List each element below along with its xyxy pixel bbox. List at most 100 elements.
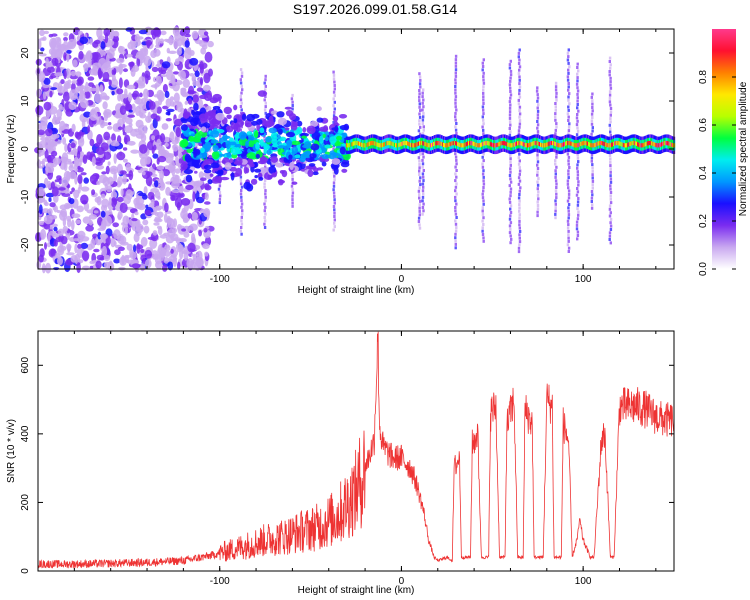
- spectrogram-cell: [156, 165, 165, 171]
- spectrogram-cell: [63, 32, 69, 37]
- spectrogram-cell: [218, 197, 222, 201]
- spectrogram-cell: [191, 76, 196, 83]
- spectrogram-cell: [179, 70, 186, 81]
- spectrogram-cell: [164, 202, 169, 213]
- spectrogram-cell: [566, 75, 570, 79]
- spectrogram-cell: [152, 27, 161, 37]
- spectrogram-cell: [124, 224, 128, 235]
- spectrogram-cell: [246, 113, 256, 122]
- spectrogram-cell: [240, 111, 243, 115]
- spectrogram-cell: [455, 132, 458, 135]
- spectrogram-cell: [609, 241, 612, 245]
- spectrogram-cell: [254, 168, 262, 173]
- spectrogram-cell: [576, 79, 579, 83]
- spectrogram-cell: [517, 51, 521, 55]
- spectrogram-cell: [454, 61, 458, 65]
- spectrogram-cell: [536, 106, 539, 110]
- spectrogram-cell: [590, 200, 593, 203]
- spectrogram-cell: [576, 163, 579, 167]
- spectrogram-cell: [220, 176, 230, 181]
- spectrogram-cell: [454, 242, 457, 246]
- spectrogram-cell: [218, 184, 222, 188]
- spectrogram-cell: [218, 160, 221, 164]
- spectrogram-cell: [147, 236, 156, 240]
- spectrogram-cell: [126, 53, 133, 58]
- spectrogram-cell: [82, 216, 92, 224]
- spectrogram-heatmap: [34, 25, 676, 274]
- spectrogram-cell: [321, 161, 327, 167]
- spectrogram-cell: [124, 254, 131, 259]
- spectrogram-cell: [204, 139, 209, 143]
- spectrogram-cell: [609, 174, 612, 178]
- snr-line: [37, 331, 675, 569]
- spectrogram-cell: [290, 184, 294, 188]
- snr-point: [546, 399, 547, 400]
- spectrogram-cell: [291, 174, 294, 178]
- spectrogram-cell: [241, 209, 244, 213]
- spectrogram-cell: [567, 216, 570, 220]
- spectrogram-cell: [236, 115, 240, 121]
- spectrogram-cell: [154, 190, 161, 199]
- spectrogram-cell: [100, 210, 106, 218]
- snr-point: [523, 557, 524, 558]
- spectrogram-cell: [81, 200, 88, 205]
- spectrogram-cell: [576, 200, 580, 204]
- spectrogram-cell: [226, 114, 232, 120]
- snr-point: [301, 531, 302, 532]
- spectrogram-cell: [481, 196, 485, 200]
- spectrogram-cell: [117, 214, 121, 220]
- spectrogram-cell: [253, 130, 259, 138]
- spectrogram-cell: [181, 247, 185, 255]
- spectrogram-cell: [609, 120, 612, 124]
- spectrogram-cell: [151, 250, 159, 260]
- spectrogram-cell: [291, 194, 294, 198]
- spectrogram-cell: [67, 219, 72, 228]
- spectrogram-cell: [291, 188, 294, 191]
- spectrogram-cell: [58, 104, 63, 109]
- snr-point: [628, 406, 629, 407]
- spectrogram-cell: [333, 110, 336, 114]
- spectrogram-cell: [518, 172, 521, 176]
- spectrogram-cell: [333, 194, 336, 198]
- spectrogram-cell: [566, 182, 570, 186]
- spectrogram-cell: [418, 119, 421, 123]
- spectrogram-cell: [419, 78, 422, 82]
- spectrogram-cell: [113, 67, 117, 75]
- spectrogram-cell: [508, 110, 512, 114]
- spectrogram-cell: [286, 141, 292, 148]
- spectrogram-cell: [111, 133, 116, 143]
- spectrogram-cell: [536, 130, 540, 134]
- spectrogram-cell: [509, 59, 512, 63]
- spectrogram-cell: [333, 87, 336, 91]
- spectrogram-cell: [332, 73, 336, 77]
- spectrogram-cell: [102, 151, 112, 160]
- spectrogram-cell: [609, 217, 613, 221]
- spectrogram-cell: [554, 212, 557, 216]
- spectrogram-cell: [77, 243, 82, 249]
- spectrogram-cell: [508, 133, 512, 137]
- spectrogram-cell: [291, 107, 294, 111]
- spectrogram-cell: [93, 210, 99, 214]
- spectrogram-cell: [566, 112, 570, 116]
- spectrogram-cell: [536, 93, 539, 97]
- spectrogram-cell: [518, 125, 521, 129]
- spectrogram-cell: [609, 80, 612, 84]
- snr-point: [355, 492, 356, 493]
- spectrogram-cell: [509, 123, 512, 127]
- spectrogram-cell: [518, 95, 522, 99]
- spectrogram-cell: [576, 173, 580, 177]
- spectrogram-cell: [482, 132, 485, 136]
- spectrogram-cell: [140, 236, 148, 247]
- spectrogram-cell: [106, 39, 115, 47]
- spectrogram-cell: [567, 115, 570, 119]
- spectrogram-cell: [69, 161, 74, 168]
- spectrogram-cell: [517, 55, 520, 59]
- spectrogram-cell: [150, 113, 158, 120]
- spectrogram-cell: [590, 95, 593, 99]
- spectrogram-cell: [184, 33, 191, 38]
- spectrogram-cell: [176, 48, 182, 56]
- spectrogram-cell: [418, 95, 421, 99]
- spectrogram-cell: [246, 152, 256, 159]
- spectrogram-cell: [194, 170, 198, 174]
